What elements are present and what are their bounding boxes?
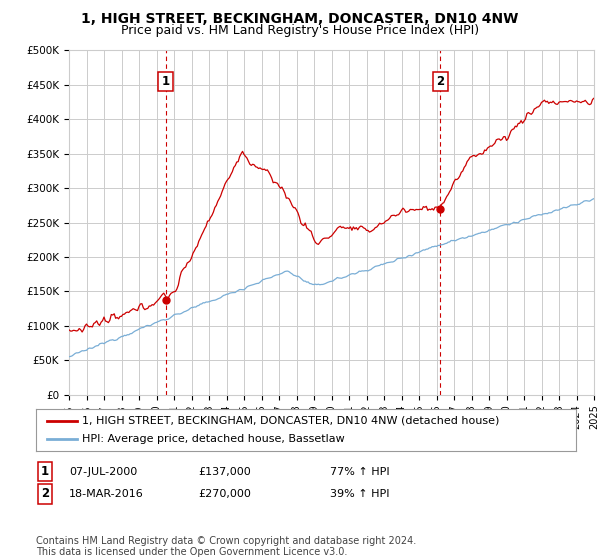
Text: 07-JUL-2000: 07-JUL-2000 bbox=[69, 466, 137, 477]
Text: HPI: Average price, detached house, Bassetlaw: HPI: Average price, detached house, Bass… bbox=[82, 434, 344, 444]
Text: £270,000: £270,000 bbox=[198, 489, 251, 499]
Text: 1, HIGH STREET, BECKINGHAM, DONCASTER, DN10 4NW (detached house): 1, HIGH STREET, BECKINGHAM, DONCASTER, D… bbox=[82, 416, 499, 426]
Text: 1: 1 bbox=[161, 75, 170, 88]
Text: 1, HIGH STREET, BECKINGHAM, DONCASTER, DN10 4NW: 1, HIGH STREET, BECKINGHAM, DONCASTER, D… bbox=[82, 12, 518, 26]
Text: 77% ↑ HPI: 77% ↑ HPI bbox=[330, 466, 389, 477]
Text: 18-MAR-2016: 18-MAR-2016 bbox=[69, 489, 144, 499]
Text: £137,000: £137,000 bbox=[198, 466, 251, 477]
Text: 2: 2 bbox=[41, 487, 49, 501]
Text: Price paid vs. HM Land Registry's House Price Index (HPI): Price paid vs. HM Land Registry's House … bbox=[121, 24, 479, 36]
Text: 2: 2 bbox=[436, 75, 444, 88]
Text: Contains HM Land Registry data © Crown copyright and database right 2024.
This d: Contains HM Land Registry data © Crown c… bbox=[36, 535, 416, 557]
Text: 39% ↑ HPI: 39% ↑ HPI bbox=[330, 489, 389, 499]
Text: 1: 1 bbox=[41, 465, 49, 478]
